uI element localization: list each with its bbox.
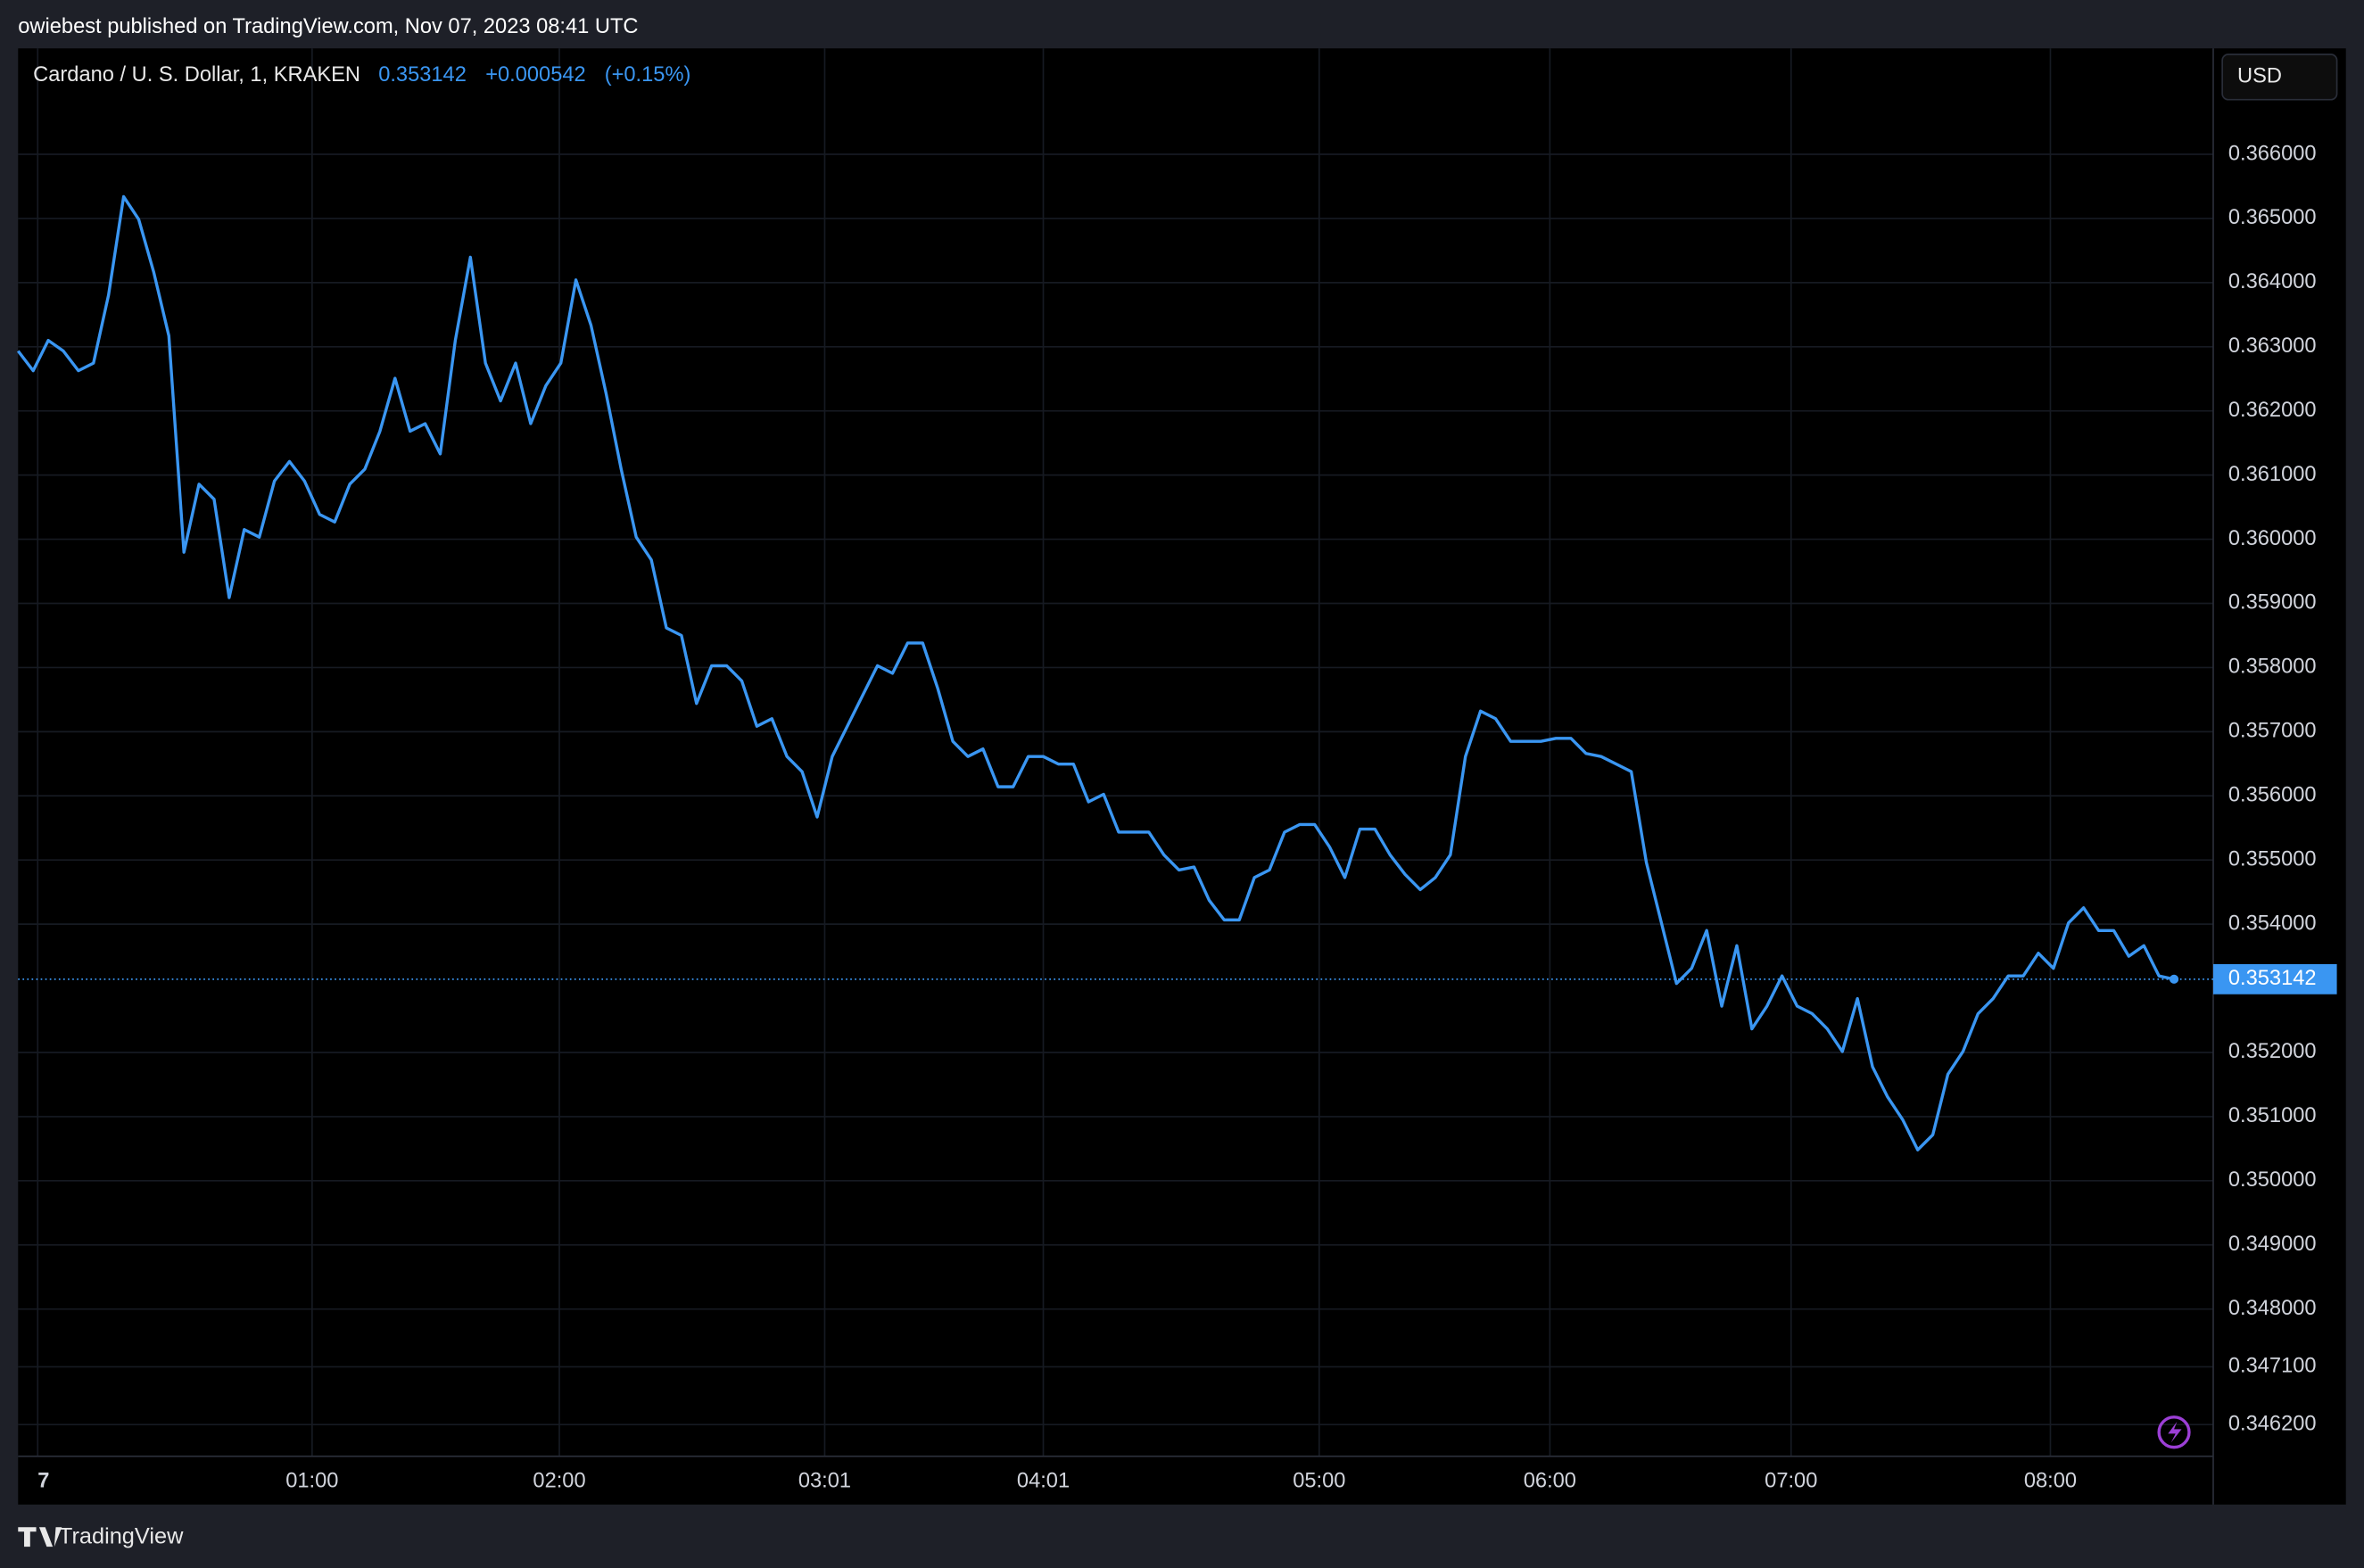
alert-bolt	[2168, 1421, 2182, 1443]
price-line	[16, 194, 2175, 1151]
y-tick-label: 0.365000	[2228, 206, 2317, 229]
last-price-box	[2212, 963, 2337, 994]
x-tick-label: 06:00	[1524, 1470, 1576, 1493]
y-tick-label: 0.357000	[2228, 720, 2317, 743]
y-tick-label: 0.349000	[2228, 1233, 2317, 1256]
y-tick-label: 0.364000	[2228, 270, 2317, 293]
y-tick-label: 0.355000	[2228, 847, 2317, 871]
grid	[18, 48, 2213, 1457]
x-tick-label: 05:00	[1293, 1470, 1345, 1493]
currency-button[interactable]	[2221, 54, 2338, 101]
y-tick-label: 0.362000	[2228, 399, 2317, 422]
x-tick-label: 03:01	[798, 1470, 851, 1493]
y-tick-label: 0.358000	[2228, 656, 2317, 679]
x-tick-label: 04:01	[1017, 1470, 1070, 1493]
y-tick-label: 0.352000	[2228, 1040, 2317, 1063]
last-point	[2169, 974, 2179, 984]
change: +0.000542	[485, 63, 585, 87]
y-tick-label: 0.350000	[2228, 1168, 2317, 1192]
brand: TradingView	[59, 1524, 184, 1549]
x-tick-label: 7	[37, 1470, 49, 1493]
x-tick-label: 01:00	[285, 1470, 338, 1493]
y-tick-label: 0.351000	[2228, 1104, 2317, 1127]
y-tick-label: 0.347100	[2228, 1355, 2317, 1378]
x-tick-label: 08:00	[2024, 1470, 2077, 1493]
published-note: owiebest published on TradingView.com, N…	[18, 15, 638, 38]
y-tick-label: 0.354000	[2228, 912, 2317, 935]
change-percent: (+0.15%)	[605, 63, 691, 87]
x-tick-label: 02:00	[533, 1470, 585, 1493]
y-tick-label: 0.360000	[2228, 527, 2317, 550]
chart-area	[18, 48, 2346, 1505]
y-tick-label: 0.363000	[2228, 334, 2317, 358]
y-tick-label: 0.356000	[2228, 784, 2317, 807]
y-tick-label: 0.359000	[2228, 591, 2317, 615]
last-price-label: 0.353142	[2228, 967, 2317, 990]
last-value: 0.353142	[378, 63, 467, 87]
y-tick-label: 0.366000	[2228, 142, 2317, 165]
y-tick-label: 0.346200	[2228, 1412, 2317, 1435]
symbol: Cardano / U. S. Dollar, 1, KRAKEN	[33, 63, 360, 87]
y-tick-label: 0.361000	[2228, 463, 2317, 486]
currency[interactable]: USD	[2237, 65, 2282, 88]
alert-icon[interactable]	[2157, 1415, 2191, 1449]
x-tick-label: 07:00	[1765, 1470, 1817, 1493]
y-tick-label: 0.348000	[2228, 1297, 2317, 1320]
